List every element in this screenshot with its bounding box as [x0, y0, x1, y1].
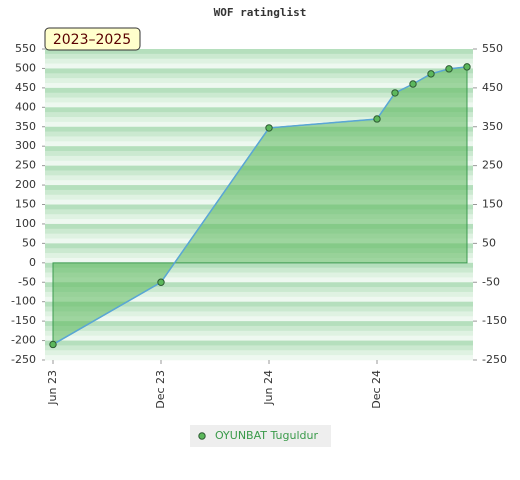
x-tick-label: Dec 24 [370, 370, 383, 409]
stripe [45, 92, 473, 98]
stripe [45, 117, 473, 123]
x-tick-label: Jun 23 [46, 370, 59, 406]
stripe [45, 112, 473, 118]
point [49, 340, 57, 349]
stripe [45, 330, 473, 337]
stripe [45, 272, 473, 278]
y-tick-label: 450 [15, 81, 36, 94]
y-tick-label: 350 [15, 120, 36, 133]
stripe [45, 296, 473, 302]
stripe [45, 73, 473, 79]
point [265, 124, 273, 132]
period-label: 2023–2025 [53, 32, 131, 48]
y2-tick-label: -50 [482, 275, 500, 288]
y-tick-label: 0 [29, 256, 36, 269]
y-tick-label: 500 [15, 61, 36, 74]
stripe [45, 78, 473, 84]
stripe [45, 53, 473, 60]
stripe [45, 311, 473, 317]
stripe [45, 49, 473, 55]
stripe [45, 97, 473, 103]
stripe [45, 107, 473, 113]
point [373, 115, 381, 123]
y2-tick-label: 350 [482, 120, 503, 133]
stripe [45, 267, 473, 273]
y2-tick-label: 250 [482, 159, 503, 172]
point [427, 70, 435, 78]
y-tick-label: 550 [15, 42, 36, 55]
stripe [45, 277, 473, 283]
x-tick-label: Jun 24 [262, 370, 275, 406]
stripe [45, 282, 473, 288]
chart-title: WOF ratinglist [214, 6, 307, 19]
period-box [44, 27, 141, 51]
y-tick-label: 50 [22, 236, 36, 249]
stripe [45, 58, 473, 64]
point [409, 80, 417, 88]
stripe [45, 126, 473, 132]
stripe [45, 340, 473, 346]
point [391, 89, 399, 97]
legend-box [190, 425, 331, 447]
legend-label: OYUNBAT Tuguldur [215, 429, 318, 442]
y-tick-label: -150 [11, 314, 36, 327]
point [463, 63, 471, 71]
stripe [45, 321, 473, 327]
y2-tick-label: -150 [482, 314, 507, 327]
y2-tick-label: 450 [482, 81, 503, 94]
stripe [45, 325, 473, 332]
y-tick-label: 300 [15, 139, 36, 152]
stripe [45, 262, 473, 268]
y2-tick-label: 150 [482, 198, 503, 211]
y2-tick-label: -250 [482, 353, 507, 366]
y2-tick-label: 550 [482, 42, 503, 55]
y-tick-label: 400 [15, 100, 36, 113]
stripe [45, 131, 473, 137]
point [157, 278, 165, 286]
stripe [45, 291, 473, 298]
stripe [45, 102, 473, 108]
y-tick-label: -200 [11, 334, 36, 347]
stripe [45, 345, 473, 351]
stripe [45, 63, 473, 69]
stripe [45, 136, 473, 142]
stripe [45, 335, 473, 341]
stripe [45, 83, 473, 89]
y-tick-label: 150 [15, 198, 36, 211]
stripe [45, 316, 473, 322]
y-tick-label: 200 [15, 178, 36, 191]
stripe [45, 287, 473, 293]
stripe [45, 355, 473, 361]
stripe [45, 121, 473, 128]
stripe [45, 350, 473, 356]
y-tick-label: -50 [18, 275, 36, 288]
stripe [45, 87, 473, 94]
x-tick-label: Dec 23 [154, 370, 167, 409]
stripe [45, 68, 473, 74]
stripe [45, 301, 473, 307]
stripe [45, 306, 473, 312]
point [445, 65, 453, 73]
y-tick-label: -100 [11, 295, 36, 308]
y-tick-label: 100 [15, 217, 36, 230]
y-tick-label: -250 [11, 353, 36, 366]
y-tick-label: 250 [15, 159, 36, 172]
y2-tick-label: 50 [482, 236, 496, 249]
legend-marker [198, 432, 206, 440]
